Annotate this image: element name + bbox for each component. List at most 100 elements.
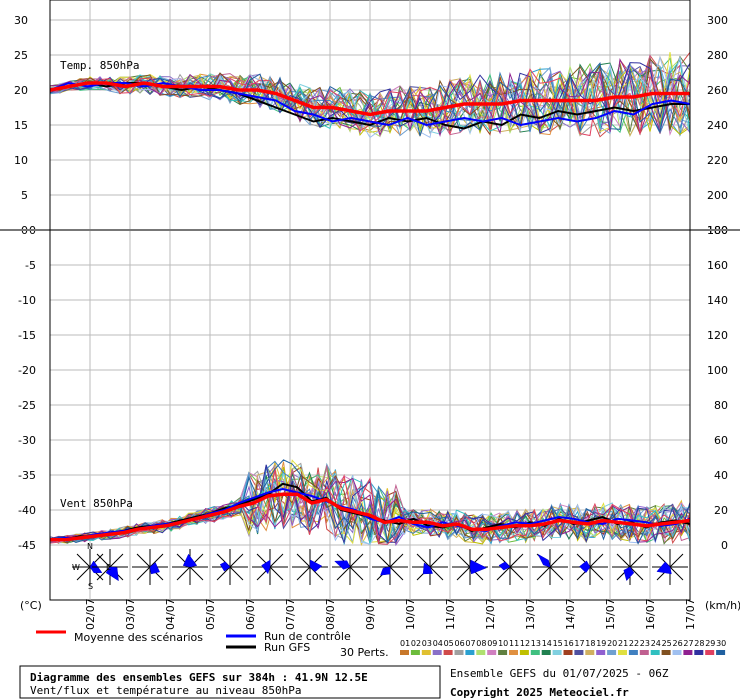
temp-pert-line [49,62,691,134]
temp-tick-right: 260 [707,84,728,97]
footer-subtitle: Vent/flux et température au niveau 850hP… [30,684,302,697]
pert-legend-swatch [628,650,638,655]
wind-panel-label: Vent 850hPa [60,497,133,510]
temp-pert-line [49,57,691,136]
pert-legend-number: 26 [673,639,683,648]
pert-legend-swatch [432,650,442,655]
pert-legend-number: 11 [509,639,519,648]
rose-s-label: S [88,582,93,591]
date-tick-label: 16/07 [644,598,657,630]
pert-legend-number: 08 [476,639,486,648]
pert-legend-number: 01 [400,639,410,648]
wind-rose [92,549,128,585]
wind-tick-left: -45 [18,539,36,552]
wind-rose [612,549,648,585]
temp-panel-label: Temp. 850hPa [60,59,139,72]
wind-rose [172,549,208,585]
pert-legend-swatch [454,650,464,655]
pert-legend-number: 19 [596,639,606,648]
pert-legend-swatch [400,650,409,655]
wind-tick-left: -40 [18,504,36,517]
chart-axes: 018052001022015240202602528030300-450-40… [0,0,740,630]
date-tick-label: 13/07 [524,598,537,630]
pert-legend-number: 03 [422,639,432,648]
pert-legend-swatch [465,650,475,655]
legend: Moyenne des scénarios Run de contrôle Ru… [36,630,726,659]
pert-legend-swatch [694,650,704,655]
legend-control-label: Run de contrôle [264,630,351,643]
unit-left-label: (°C) [20,599,42,612]
wind-rose [412,549,448,585]
pert-legend-swatch [596,650,606,655]
temp-series-mean [49,81,690,117]
wind-series-mean [50,492,691,542]
rose-w-label: W [72,563,80,572]
pert-legend-number: 09 [487,639,497,648]
pert-legend-number: 17 [574,639,584,648]
wind-tick-right: 140 [707,294,728,307]
wind-pert-line [49,466,691,543]
pert-legend-swatch [476,650,486,655]
wind-tick-left: -30 [18,434,36,447]
wind-tick-left: -15 [18,329,36,342]
temp-tick-left: 15 [14,119,28,132]
pert-legend-swatch [618,650,627,655]
pert-legend-swatch [410,650,420,655]
pert-legend-number: 13 [531,639,541,648]
temp-tick-left: 30 [14,14,28,27]
date-tick-label: 03/07 [124,598,137,630]
pert-legend-number: 15 [553,639,563,648]
temp-tick-right: 200 [707,189,728,202]
date-tick-label: 02/07 [84,598,97,630]
pert-legend-swatch [498,650,508,655]
pert-legend-swatch [552,650,562,655]
date-tick-label: 07/07 [284,598,297,630]
temp-tick-right: 280 [707,49,728,62]
pert-legend-number: 22 [629,639,639,648]
main-series-lines [49,81,691,542]
date-tick-label: 17/07 [684,598,697,630]
pert-legend-swatch [509,650,518,655]
date-tick-label: 12/07 [484,598,497,630]
pert-legend-swatch [683,650,693,655]
legend-perts-label: 30 Perts. [340,646,389,659]
wind-tick-right: 80 [714,399,728,412]
wind-rose [332,549,368,585]
wind-tick-left: -5 [25,259,36,272]
pert-legend-number: 20 [607,639,617,648]
footer-box [19,665,441,699]
pert-legend-number: 18 [585,639,595,648]
wind-rose [252,549,288,585]
temp-tick-right: 220 [707,154,728,167]
wind-rose-row [72,549,688,585]
date-tick-label: 06/07 [244,598,257,630]
wind-tick-left: -10 [18,294,36,307]
wind-tick-left: -20 [18,364,36,377]
temp-tick-right: 300 [707,14,728,27]
pert-legend-number: 06 [455,639,465,648]
date-tick-label: 14/07 [564,598,577,630]
date-tick-label: 08/07 [324,598,337,630]
chart-grid [49,0,691,601]
pert-legend-swatch [705,650,715,655]
temp-tick-left: 20 [14,84,28,97]
wind-tick-right: 40 [714,469,728,482]
date-tick-label: 05/07 [204,598,217,630]
unit-right-label: (km/h) [705,599,740,612]
wind-rose [292,549,328,585]
temp-tick-right: 240 [707,119,728,132]
pert-legend-number: 04 [433,639,443,648]
rose-e-label: E [106,563,111,572]
wind-tick-right: 60 [714,434,728,447]
pert-legend-swatch [519,650,529,655]
wind-rose [652,549,688,585]
date-tick-label: 04/07 [164,598,177,630]
pert-legend-number: 02 [411,639,421,648]
pert-legend-swatch [585,650,595,655]
wind-rose [372,549,408,585]
pert-legend-swatch [541,650,551,655]
wind-rose [492,549,528,585]
wind-tick-right: 100 [707,364,728,377]
pert-legend-number: 21 [618,639,628,648]
wind-rose [572,549,608,585]
